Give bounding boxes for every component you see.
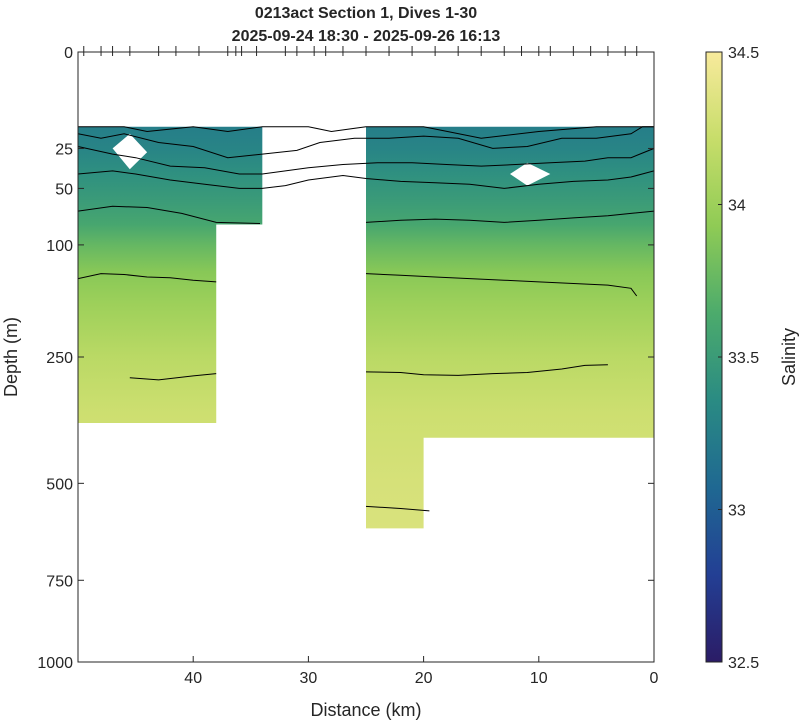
dive-markers [83, 46, 638, 56]
x-tick-label: 10 [530, 670, 548, 687]
colorbar-tick-label: 34 [728, 198, 746, 215]
chart-title-line-2: 2025-09-24 18:30 - 2025-09-26 16:13 [232, 28, 501, 45]
y-tick-label: 250 [46, 350, 73, 367]
contour-line [365, 210, 654, 223]
salinity-contours [78, 126, 654, 512]
x-tick-label: 40 [184, 670, 202, 687]
contour-line [365, 364, 608, 376]
colorbar-tick-label: 34.5 [728, 45, 759, 62]
contour-line [129, 373, 217, 381]
y-tick-label: 100 [46, 238, 73, 255]
no-data-patches [112, 133, 551, 186]
contour-line [78, 126, 654, 139]
colorbar-ticks: 32.5 33 33.5 34 34.5 [718, 45, 759, 672]
colorbar-tick-label: 33 [728, 503, 746, 520]
contour-line [78, 170, 654, 189]
colorbar-label: Salinity [779, 328, 799, 386]
y-axis-label: Depth (m) [1, 317, 21, 397]
y-tick-label: 50 [55, 181, 73, 198]
contour-line [78, 205, 261, 224]
y-tick-label: 750 [46, 573, 73, 590]
colorbar-tick-label: 32.5 [728, 655, 759, 672]
x-tick-label: 0 [650, 670, 659, 687]
contour-line [78, 273, 217, 283]
y-tick-label: 1000 [37, 655, 73, 672]
chart-title-line-1: 0213act Section 1, Dives 1-30 [255, 5, 477, 22]
y-axis: 0 25 50 100 250 500 750 1000 [37, 45, 654, 672]
contour-line [365, 273, 638, 297]
y-tick-label: 25 [55, 141, 73, 158]
y-tick-label: 0 [64, 45, 73, 62]
contour-line [365, 505, 430, 512]
no-data-patch [112, 133, 148, 170]
contour-line [78, 146, 654, 175]
contour-line [78, 126, 654, 159]
x-tick-label: 20 [415, 670, 433, 687]
colorbar-tick-label: 33.5 [728, 350, 759, 367]
no-data-patch [510, 162, 551, 186]
y-tick-label: 500 [46, 476, 73, 493]
x-tick-label: 30 [300, 670, 318, 687]
x-axis: 40 30 20 10 0 [184, 656, 659, 687]
x-axis-label: Distance (km) [310, 700, 421, 720]
